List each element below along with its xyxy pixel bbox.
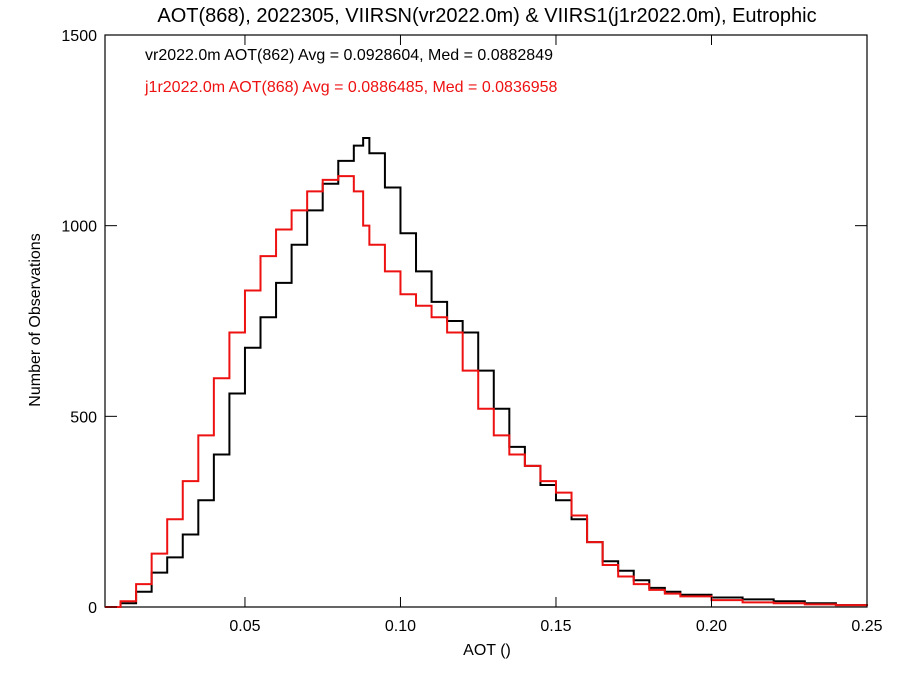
x-tick-label: 0.20 [696, 618, 727, 635]
y-tick-label: 500 [70, 409, 97, 426]
series-layer [105, 136, 868, 608]
x-tick-label: 0.05 [229, 618, 260, 635]
y-axis-label: Number of Observations [27, 233, 44, 406]
annotation-red: j1r2022.0m AOT(868) Avg = 0.0886485, Med… [144, 79, 558, 96]
series-line-0 [105, 136, 868, 608]
chart-title: AOT(868), 2022305, VIIRSN(vr2022.0m) & V… [157, 5, 816, 27]
x-tick-label: 0.15 [540, 618, 571, 635]
series-line-1 [105, 175, 868, 608]
annotation-black: vr2022.0m AOT(862) Avg = 0.0928604, Med … [145, 47, 553, 64]
x-tick-label: 0.25 [851, 618, 882, 635]
y-tick-label: 1500 [61, 28, 97, 45]
x-axis-label: AOT () [463, 642, 511, 659]
x-axis-ticks: 0.05 0.10 0.15 0.20 0.25 [229, 35, 883, 635]
y-tick-label: 1000 [61, 219, 97, 236]
y-tick-label: 0 [88, 600, 97, 617]
y-axis-ticks: 0 500 1000 1500 [61, 28, 867, 617]
plot-frame [104, 34, 868, 608]
x-tick-label: 0.10 [385, 618, 416, 635]
